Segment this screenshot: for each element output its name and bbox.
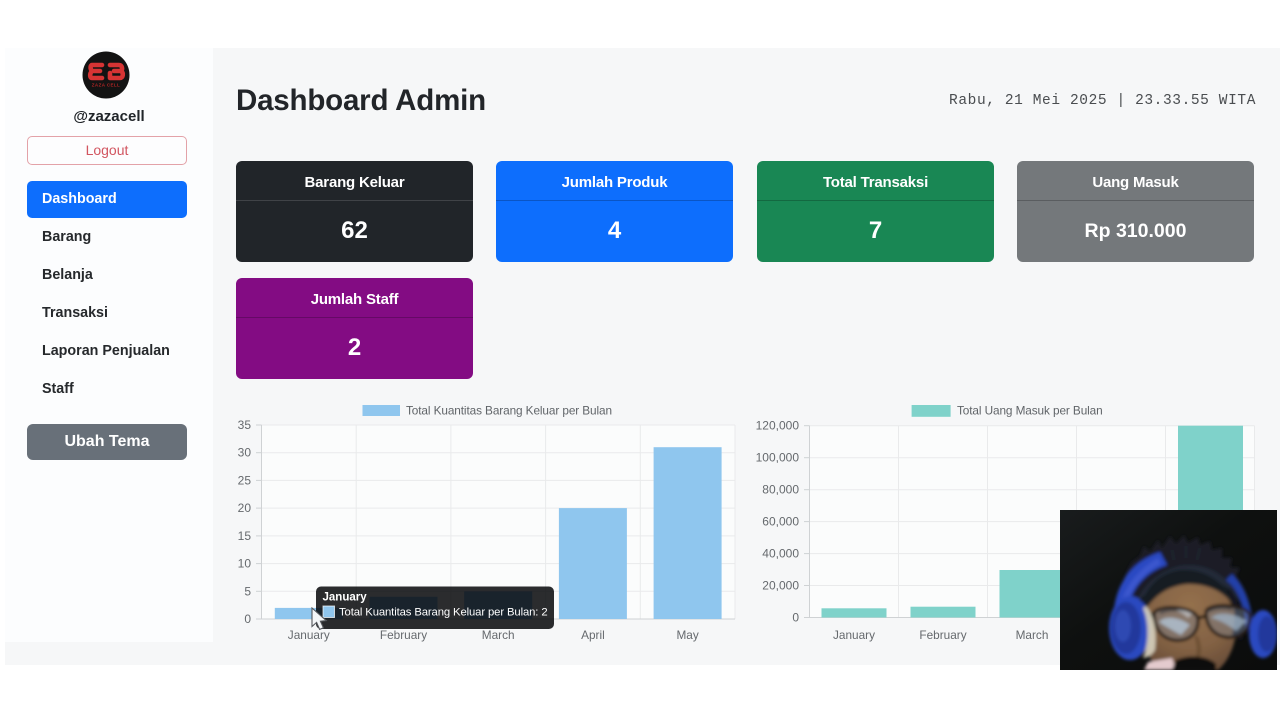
svg-text:120,000: 120,000 — [756, 419, 800, 433]
svg-text:25: 25 — [238, 473, 252, 487]
svg-text:February: February — [919, 628, 966, 642]
svg-text:15: 15 — [238, 529, 252, 543]
svg-text:60,000: 60,000 — [762, 515, 799, 529]
svg-text:January: January — [833, 628, 875, 642]
svg-text:35: 35 — [238, 418, 252, 432]
svg-text:40,000: 40,000 — [762, 547, 799, 561]
svg-text:10: 10 — [238, 557, 252, 571]
svg-text:March: March — [1016, 628, 1049, 642]
svg-text:Total Kuantitas Barang Keluar: Total Kuantitas Barang Keluar per Bulan — [406, 404, 612, 418]
svg-text:100,000: 100,000 — [756, 451, 800, 465]
svg-text:February: February — [380, 628, 427, 642]
svg-text:January: January — [323, 592, 368, 604]
svg-text:0: 0 — [244, 612, 251, 626]
svg-text:20: 20 — [238, 501, 252, 515]
svg-text:Total Uang Masuk per Bulan: Total Uang Masuk per Bulan — [957, 404, 1103, 418]
svg-text:January: January — [288, 628, 330, 642]
svg-text:May: May — [676, 628, 698, 642]
svg-text:5: 5 — [244, 584, 251, 598]
svg-text:March: March — [482, 628, 515, 642]
svg-text:30: 30 — [238, 446, 252, 460]
svg-text:Total Kuantitas Barang Keluar: Total Kuantitas Barang Keluar per Bulan:… — [339, 607, 547, 619]
svg-text:April: April — [581, 628, 605, 642]
svg-text:20,000: 20,000 — [762, 579, 799, 593]
svg-text:80,000: 80,000 — [762, 483, 799, 497]
svg-text:ZAZA CELL: ZAZA CELL — [92, 83, 120, 88]
svg-text:0: 0 — [792, 611, 799, 625]
